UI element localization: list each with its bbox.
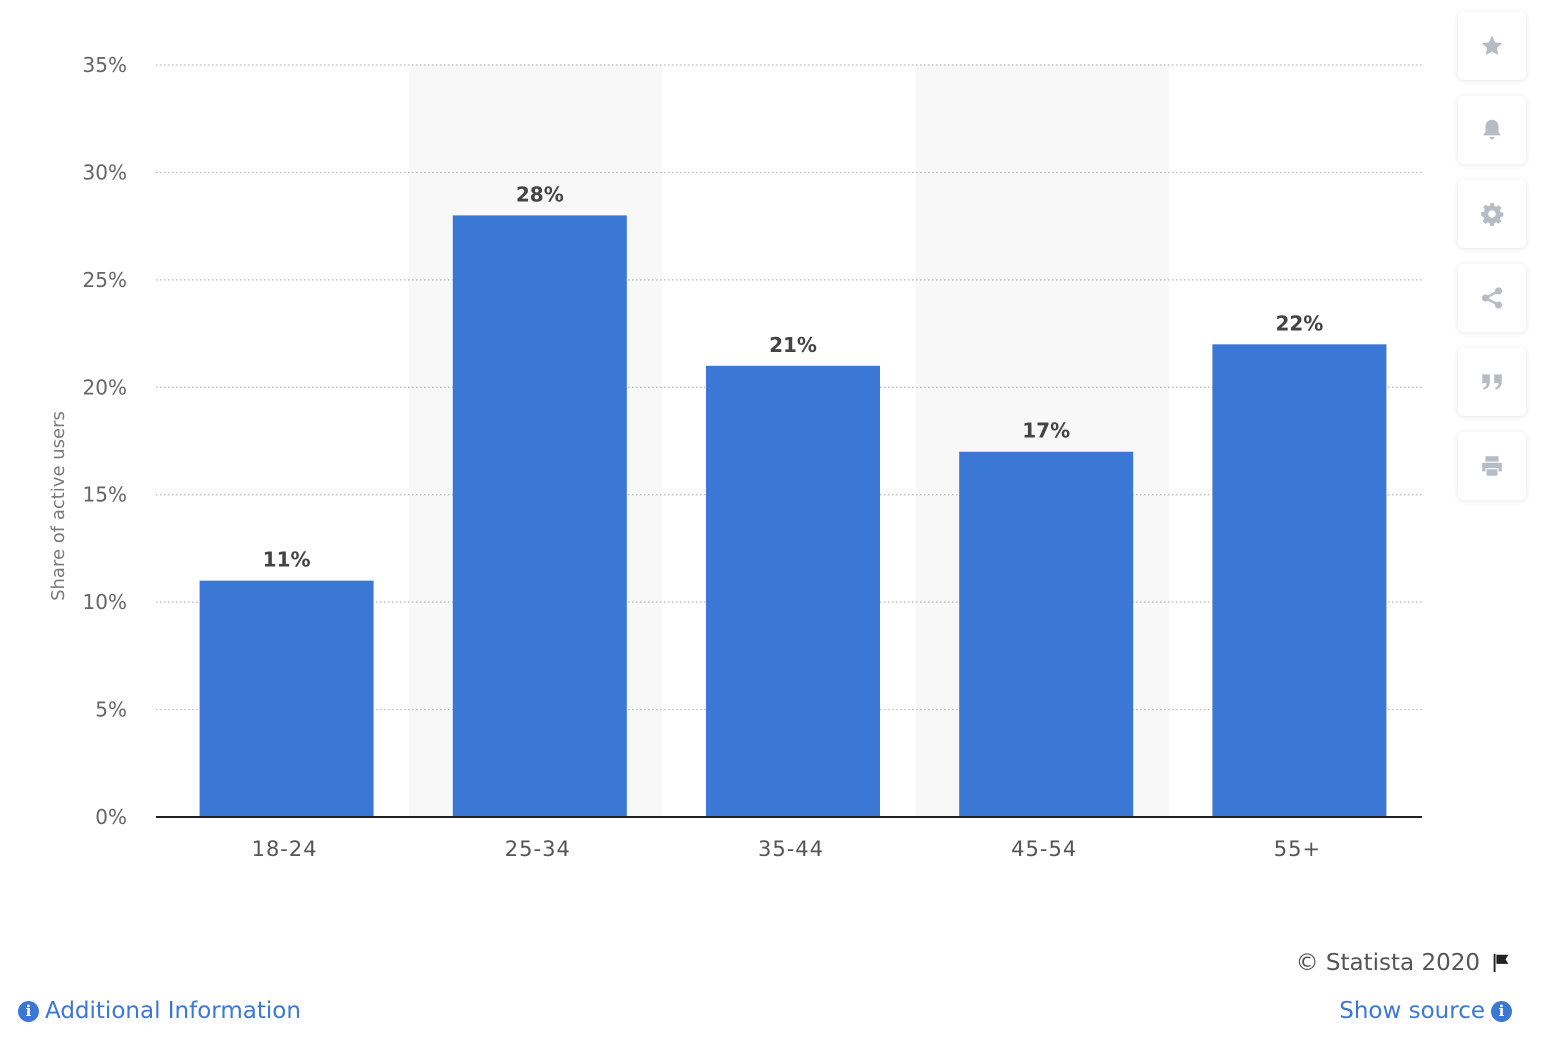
info-icon: i xyxy=(18,1000,39,1022)
copyright-text: © Statista 2020 xyxy=(1295,950,1480,976)
y-tick-label: 25% xyxy=(83,268,127,292)
quote-icon xyxy=(1482,374,1502,390)
additional-information-link[interactable]: i Additional Information xyxy=(18,998,301,1024)
favorite-button[interactable] xyxy=(1458,12,1526,80)
x-tick-label: 25-34 xyxy=(505,837,571,861)
y-axis-title: Share of active users xyxy=(48,411,69,601)
x-axis-ticks: 18-24 25-34 35-44 45-54 55+ xyxy=(252,837,1321,861)
y-tick-label: 0% xyxy=(95,805,127,829)
y-tick-label: 15% xyxy=(83,483,127,507)
show-source-link[interactable]: Show source i xyxy=(1339,998,1512,1024)
gear-icon xyxy=(1481,203,1504,226)
bar xyxy=(1212,344,1387,817)
x-tick-label: 18-24 xyxy=(252,837,318,861)
bar-chart: 0% 5% 10% 15% 20% 25% 30% 35% 11% 28% 21% 17% 22% 1… xyxy=(48,53,1422,861)
data-label: 17% xyxy=(1022,419,1070,443)
data-label: 22% xyxy=(1275,311,1323,335)
cite-button[interactable] xyxy=(1458,348,1526,416)
info-icon: i xyxy=(1491,1000,1512,1022)
notification-button[interactable] xyxy=(1458,96,1526,164)
x-tick-label: 55+ xyxy=(1274,837,1321,861)
bars xyxy=(199,215,1387,817)
bell-icon xyxy=(1483,119,1501,140)
tool-sidebar xyxy=(1458,12,1526,516)
share-button[interactable] xyxy=(1458,264,1526,332)
y-tick-label: 10% xyxy=(83,590,127,614)
share-icon xyxy=(1481,287,1503,309)
y-tick-label: 35% xyxy=(83,53,127,77)
copyright-credit: © Statista 2020 xyxy=(1296,950,1512,976)
show-source-label: Show source xyxy=(1339,998,1485,1024)
bar xyxy=(959,451,1134,817)
bar xyxy=(706,365,880,817)
star-icon xyxy=(1481,35,1503,56)
data-labels: 11% 28% 21% 17% 22% xyxy=(263,182,1324,571)
data-label: 21% xyxy=(769,333,817,357)
y-tick-label: 5% xyxy=(95,698,127,722)
x-tick-label: 35-44 xyxy=(758,837,824,861)
bar xyxy=(199,580,374,817)
additional-information-label: Additional Information xyxy=(45,998,301,1024)
y-axis-ticks: 0% 5% 10% 15% 20% 25% 30% 35% xyxy=(83,53,127,829)
x-tick-label: 45-54 xyxy=(1011,837,1077,861)
y-tick-label: 20% xyxy=(83,375,127,399)
print-button[interactable] xyxy=(1458,432,1526,500)
flag-icon[interactable] xyxy=(1490,952,1512,974)
y-tick-label: 30% xyxy=(83,160,127,184)
print-icon xyxy=(1482,456,1502,476)
data-label: 11% xyxy=(263,548,311,572)
settings-button[interactable] xyxy=(1458,180,1526,248)
bar xyxy=(452,215,627,817)
data-label: 28% xyxy=(516,182,564,206)
